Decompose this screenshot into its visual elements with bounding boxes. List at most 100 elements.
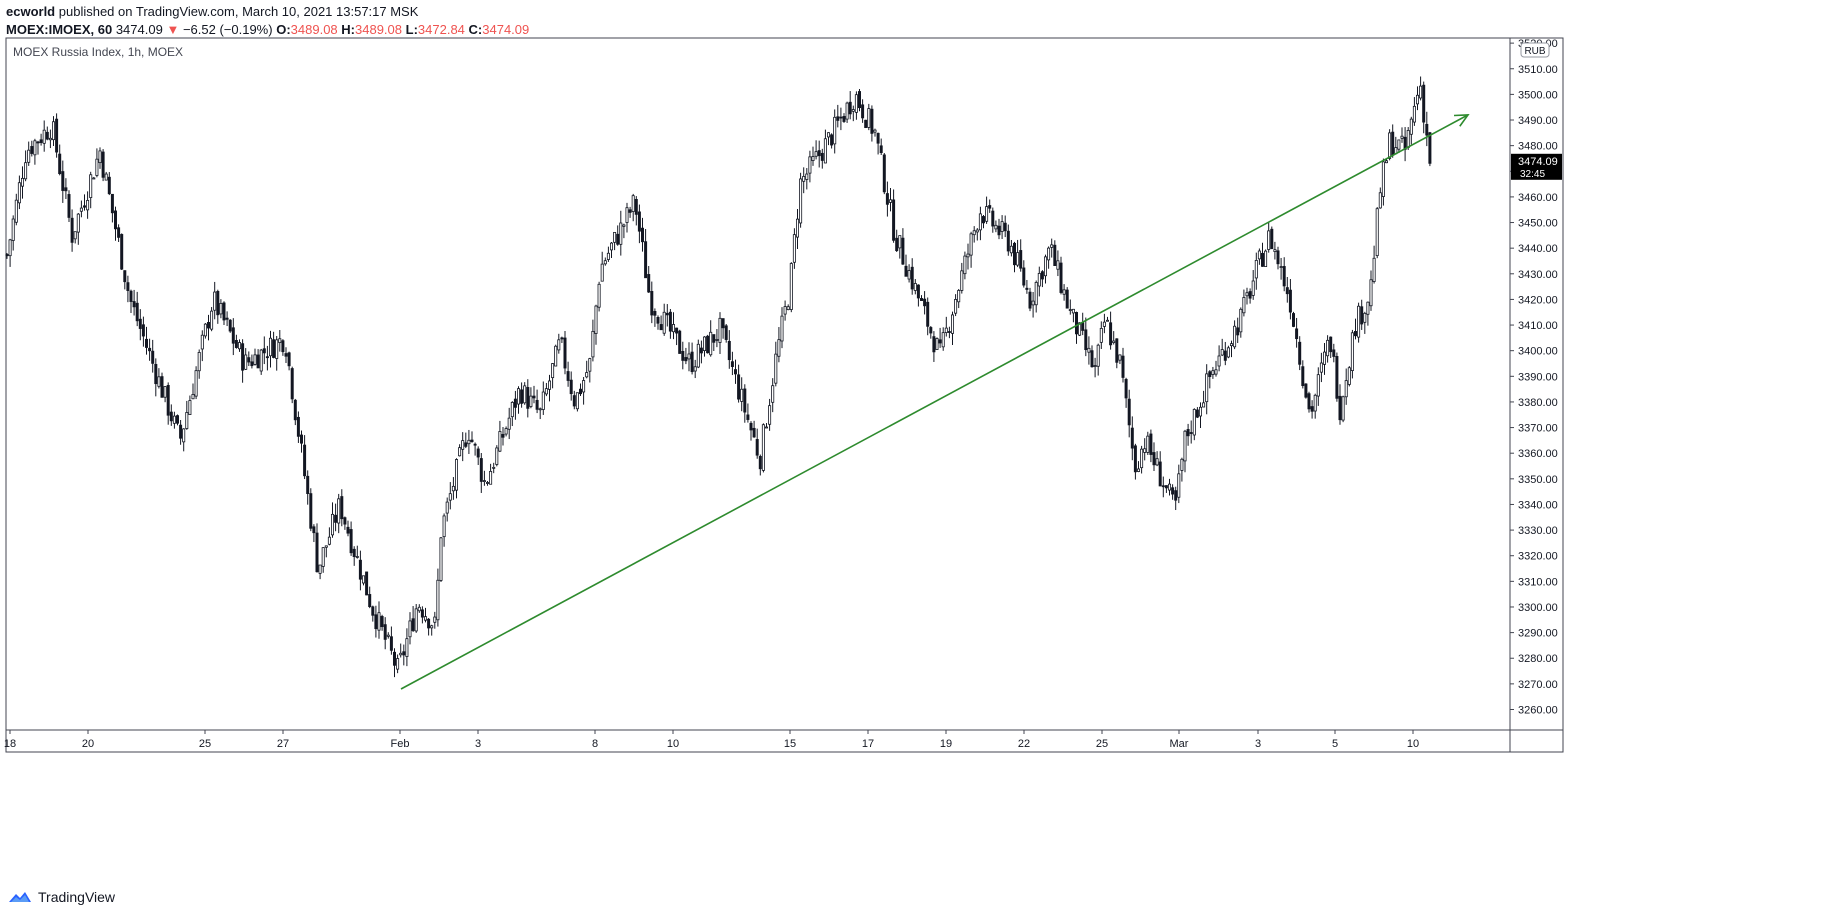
candle [1149, 429, 1153, 463]
candle [210, 307, 214, 332]
candle-body [690, 351, 694, 373]
tradingview-logo-icon[interactable] [8, 890, 32, 904]
candle [637, 204, 641, 244]
candle-body [1428, 132, 1432, 164]
candle-body [650, 291, 654, 316]
candle-body [1329, 336, 1333, 353]
candle-body [656, 316, 660, 324]
candle-body [1149, 433, 1153, 455]
candle [52, 116, 56, 147]
x-tick-label: Feb [391, 738, 410, 750]
candle-body [780, 315, 784, 342]
y-tick-label: 3350.00 [1518, 474, 1558, 486]
candle-body [709, 331, 713, 356]
candle-body [1419, 85, 1423, 99]
candle-body [216, 290, 220, 316]
candle [1223, 341, 1227, 366]
candle-body [591, 330, 595, 358]
symbol-label[interactable]: MOEX:IMOEX, 60 [6, 22, 113, 37]
candle [944, 316, 948, 337]
candle [1316, 367, 1320, 406]
candle-body [213, 291, 217, 311]
candle-body [454, 459, 458, 491]
candle [579, 383, 583, 396]
candle-body [120, 234, 124, 270]
candle-body [662, 311, 666, 334]
candle [780, 307, 784, 349]
candle [1412, 97, 1416, 126]
candle-body [296, 416, 300, 437]
candle [498, 420, 502, 453]
candle-body [1422, 84, 1426, 123]
y-tick-label: 3480.00 [1518, 141, 1558, 153]
candle [811, 146, 815, 166]
published-text: published on TradingView.com, March 10, … [58, 4, 419, 19]
candle-body [1279, 266, 1283, 268]
candle [1360, 299, 1364, 330]
candle [718, 312, 722, 354]
candle-body [1112, 340, 1116, 343]
candle [1357, 302, 1361, 343]
candle-body [1295, 328, 1299, 340]
candle-body [247, 357, 251, 363]
candle-body [1155, 458, 1159, 466]
author-name[interactable]: ecworld [6, 4, 56, 19]
candle-body [160, 376, 164, 398]
candle [1106, 316, 1110, 322]
candle-body [151, 350, 155, 364]
candle-body [1115, 338, 1119, 363]
candle-body [551, 363, 555, 379]
candle [1422, 81, 1426, 134]
candle-body [752, 427, 756, 438]
candle-body [1040, 271, 1044, 280]
candle-body [768, 405, 772, 425]
candle [256, 349, 260, 369]
candle-body [1084, 329, 1088, 351]
candle-body [498, 431, 502, 452]
candle-body [1068, 309, 1072, 311]
candle-body [668, 311, 672, 332]
candle-body [1093, 365, 1097, 367]
candle [737, 364, 741, 403]
y-tick-label: 3280.00 [1518, 653, 1558, 665]
candle-body [541, 391, 545, 410]
candle [690, 342, 694, 375]
candle-body [684, 357, 688, 362]
candle [541, 381, 545, 415]
candle [1164, 485, 1168, 493]
candle [365, 571, 369, 596]
candle-body [234, 340, 238, 348]
candle [1028, 287, 1032, 312]
candle [634, 196, 638, 226]
candle-body [898, 235, 902, 249]
candle-body [203, 323, 207, 337]
candle-body [951, 314, 955, 334]
chart-header: ecworld published on TradingView.com, Ma… [6, 2, 1806, 42]
brand-name[interactable]: TradingView [38, 889, 116, 905]
candle [858, 89, 862, 112]
candle [1214, 360, 1218, 377]
candle-body [5, 254, 9, 257]
candle [789, 262, 793, 313]
candle [73, 231, 77, 244]
candle [1025, 279, 1029, 294]
candle [808, 150, 812, 183]
candle [1009, 239, 1013, 257]
currency-badge-box [1520, 42, 1550, 58]
candle [36, 140, 40, 155]
candle [1236, 317, 1240, 344]
last-price-label: 3474.09 [1518, 156, 1558, 168]
candle-body [637, 211, 641, 232]
candle [281, 339, 285, 356]
candle [492, 462, 496, 474]
candle [464, 432, 468, 449]
candle [166, 382, 170, 425]
candle [374, 605, 378, 638]
candle-body [318, 564, 322, 574]
candle [730, 351, 734, 376]
candle-body [346, 526, 350, 534]
candle [5, 252, 9, 259]
candle-body [166, 384, 170, 416]
